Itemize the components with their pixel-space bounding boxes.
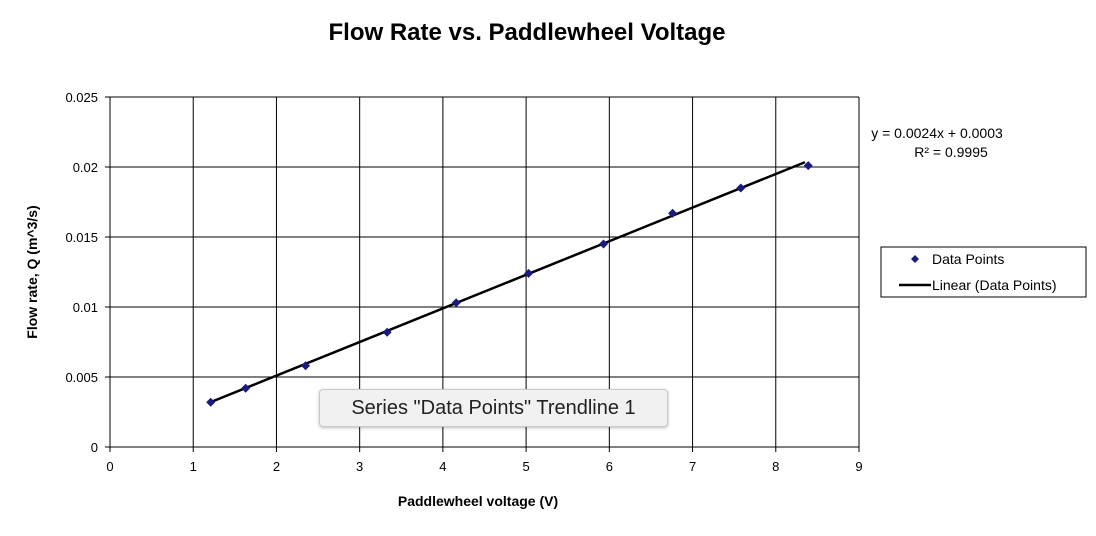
- x-axis-title: Paddlewheel voltage (V): [398, 493, 558, 509]
- x-tick-label: 8: [772, 459, 779, 474]
- data-point[interactable]: [668, 208, 678, 218]
- legend-entry-linear-trendline: Linear (Data Points): [932, 277, 1057, 293]
- x-tick-label: 9: [855, 459, 862, 474]
- grid: [110, 96, 860, 447]
- legend[interactable]: Data Points Linear (Data Points): [880, 246, 1087, 298]
- data-point[interactable]: [301, 361, 311, 371]
- trendline[interactable]: [210, 161, 806, 404]
- x-tick-label: 0: [106, 459, 113, 474]
- y-tick-label: 0.005: [65, 370, 98, 385]
- x-tick-label: 6: [606, 459, 613, 474]
- y-tick-label: 0: [91, 440, 98, 455]
- trendline-layer[interactable]: [210, 161, 806, 404]
- data-point[interactable]: [206, 397, 216, 407]
- y-tick-label: 0.02: [73, 160, 98, 175]
- chart-title: Flow Rate vs. Paddlewheel Voltage: [329, 19, 726, 46]
- x-tick-labels: 0 1 2 3 4 5 6 7 8 9: [106, 459, 862, 474]
- data-point[interactable]: [451, 298, 461, 308]
- x-tick-label: 5: [522, 459, 529, 474]
- axes: [105, 96, 860, 452]
- data-point[interactable]: [736, 183, 746, 193]
- trendline-tooltip: Series "Data Points" Trendline 1: [319, 389, 668, 427]
- data-point[interactable]: [241, 383, 251, 393]
- data-points-layer: [206, 161, 813, 407]
- legend-entry-data-points: Data Points: [932, 251, 1004, 267]
- trendline-r-squared[interactable]: R² = 0.9995: [914, 144, 988, 160]
- y-tick-label: 0.015: [65, 230, 98, 245]
- y-tick-label: 0.01: [73, 300, 98, 315]
- x-tick-label: 1: [190, 459, 197, 474]
- data-point[interactable]: [524, 268, 534, 278]
- x-tick-label: 4: [439, 459, 446, 474]
- data-point[interactable]: [599, 239, 609, 249]
- x-tick-label: 2: [273, 459, 280, 474]
- x-tick-label: 3: [356, 459, 363, 474]
- y-axis-title: Flow rate, Q (m^3/s): [24, 205, 40, 338]
- data-point[interactable]: [803, 161, 813, 171]
- data-point[interactable]: [382, 327, 392, 337]
- trendline-equation[interactable]: y = 0.0024x + 0.0003: [871, 125, 1003, 141]
- y-tick-labels: 0 0.005 0.01 0.015 0.02 0.025: [65, 90, 98, 455]
- y-tick-label: 0.025: [65, 90, 98, 105]
- legend-diamond-icon: [911, 255, 919, 263]
- x-tick-label: 7: [689, 459, 696, 474]
